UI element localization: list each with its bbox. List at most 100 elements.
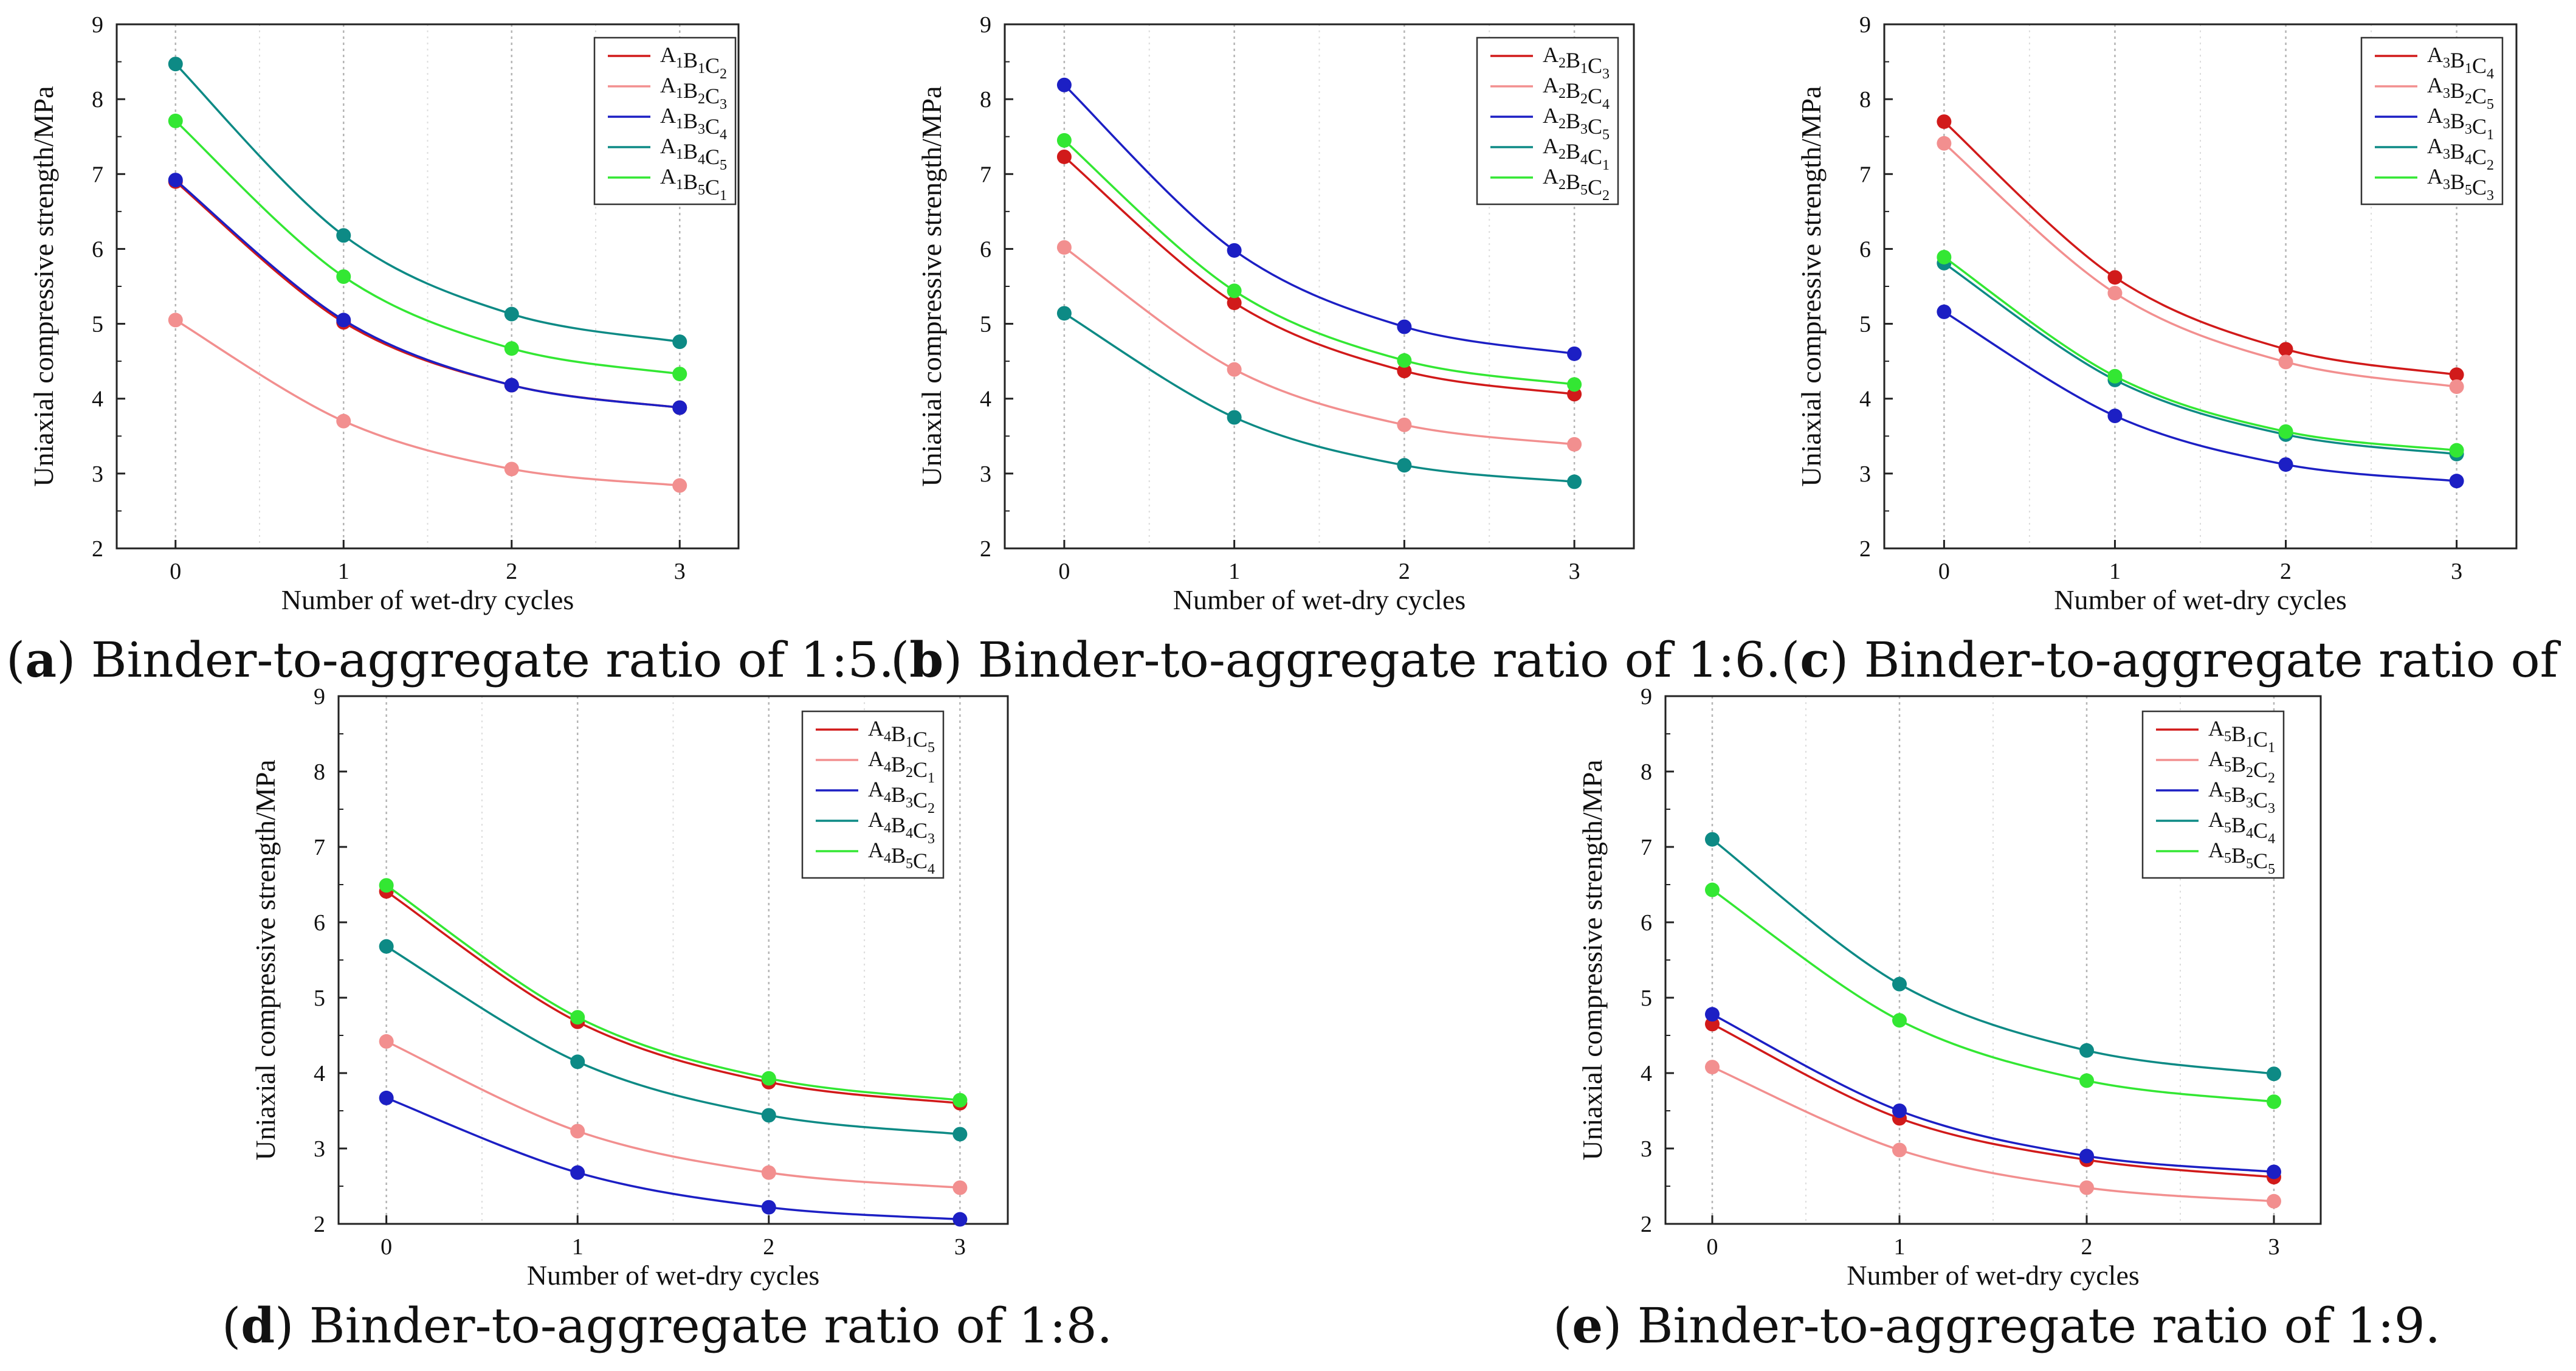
data-point-A1B4C5 xyxy=(504,306,519,322)
x-tick-label: 0 xyxy=(1938,559,1950,584)
data-point-A2B4C1 xyxy=(1056,306,1072,321)
data-point-A5B3C3 xyxy=(1892,1103,1907,1118)
chart-panel-d: 2 3 4 5 6 7 8 9 0 1 2 3 Number of wet-dry cycles Unia… xyxy=(250,684,1009,1291)
x-tick-label: 1 xyxy=(1894,1234,1906,1260)
series-line-A2B5C2 xyxy=(1063,139,1575,386)
series-line-A5B1C1 xyxy=(1712,1023,2275,1178)
data-point-A4B4C3 xyxy=(761,1108,776,1123)
data-point-A5B3C3 xyxy=(2267,1164,2281,1179)
y-tick-label: 9 xyxy=(980,12,991,38)
x-tick-label: 3 xyxy=(954,1234,966,1260)
x-tick-label: 1 xyxy=(338,559,350,584)
x-tick-label: 0 xyxy=(170,559,181,584)
data-point-A5B3C3 xyxy=(2079,1148,2094,1164)
series-line-A1B1C2 xyxy=(174,181,680,409)
data-point-A2B5C2 xyxy=(1227,283,1242,299)
caption-text: Binder-to-aggregate ratio of 1:5. xyxy=(91,632,894,688)
y-tick-label: 2 xyxy=(1859,536,1871,562)
y-tick-label: 4 xyxy=(314,1061,325,1086)
x-tick-label: 0 xyxy=(1707,1234,1718,1260)
y-tick-label: 7 xyxy=(1859,162,1871,187)
legend-label: A4B1C5 xyxy=(868,716,935,756)
data-point-A5B2C2 xyxy=(1705,1060,1720,1075)
caption-c: (c) Binder-to-aggregate ratio of 1:7. xyxy=(1781,635,2576,685)
data-point-A4B5C4 xyxy=(570,1010,585,1025)
series-line-A3B1C4 xyxy=(1943,120,2457,376)
data-point-A1B4C5 xyxy=(672,334,687,350)
data-point-A5B4C4 xyxy=(2079,1043,2094,1058)
legend-label: A3B2C5 xyxy=(2427,73,2494,112)
x-tick-label: 1 xyxy=(2109,559,2121,584)
data-point-A3B5C3 xyxy=(1937,249,1952,264)
series-line-A4B1C5 xyxy=(385,890,960,1105)
data-point-A1B5C1 xyxy=(336,269,351,284)
y-tick-label: 4 xyxy=(980,387,991,412)
data-point-A2B1C3 xyxy=(1227,295,1242,311)
x-tick-label: 2 xyxy=(763,1234,774,1260)
data-point-A5B2C2 xyxy=(2079,1180,2094,1195)
series-line-A5B5C5 xyxy=(1711,889,2275,1103)
caption-letter: b xyxy=(909,631,944,688)
data-point-A1B2C3 xyxy=(672,478,687,493)
y-tick-label: 6 xyxy=(980,237,991,262)
data-point-A1B3C4 xyxy=(336,313,351,328)
data-point-A4B3C2 xyxy=(952,1212,968,1227)
data-point-A1B3C4 xyxy=(504,378,519,393)
y-tick-label: 9 xyxy=(1859,12,1871,38)
data-point-A3B3C1 xyxy=(2278,457,2293,472)
data-point-A5B5C5 xyxy=(2079,1073,2094,1088)
caption-letter: d xyxy=(241,1297,275,1354)
y-tick-label: 9 xyxy=(92,12,103,38)
data-point-A3B2C5 xyxy=(1937,136,1952,151)
x-tick-label: 3 xyxy=(674,559,686,584)
legend-label: A2B4C1 xyxy=(1543,134,1610,173)
caption-d: (d) Binder-to-aggregate ratio of 1:8. xyxy=(222,1297,1113,1354)
series-line-A5B3C3 xyxy=(1712,1013,2275,1173)
data-point-A1B2C3 xyxy=(336,413,351,429)
legend-label: A4B5C4 xyxy=(868,838,935,877)
data-point-A3B5C3 xyxy=(2449,443,2464,458)
y-tick-label: 5 xyxy=(980,312,991,337)
data-point-A1B3C4 xyxy=(672,400,687,415)
y-tick-label: 3 xyxy=(92,461,103,487)
series-line-A5B2C2 xyxy=(1712,1066,2275,1203)
x-tick-label: 2 xyxy=(506,559,517,584)
data-point-A2B4C1 xyxy=(1397,458,1412,473)
x-tick-label: 0 xyxy=(381,1234,392,1260)
y-tick-label: 5 xyxy=(1641,986,1652,1011)
data-point-A2B2C4 xyxy=(1397,417,1412,432)
data-point-A5B4C4 xyxy=(1892,976,1907,992)
y-tick-label: 4 xyxy=(92,387,103,412)
y-axis-label: Uniaxial compressive strength/MPa xyxy=(1577,759,1608,1160)
data-point-A5B4C4 xyxy=(2267,1066,2281,1082)
x-axis-label: Number of wet-dry cycles xyxy=(1847,1260,2140,1291)
data-point-A3B2C5 xyxy=(2449,379,2464,395)
data-point-A5B5C5 xyxy=(1705,882,1720,897)
data-point-A1B2C3 xyxy=(504,461,519,477)
legend-label: A3B1C4 xyxy=(2427,43,2494,82)
x-tick-label: 1 xyxy=(572,1234,584,1260)
data-point-A2B2C4 xyxy=(1567,437,1582,452)
legend-label: A2B3C5 xyxy=(1543,103,1610,143)
y-tick-label: 8 xyxy=(92,87,103,112)
y-tick-label: 5 xyxy=(314,986,325,1011)
series-line-A2B2C4 xyxy=(1063,246,1575,446)
data-point-A3B3C1 xyxy=(2449,474,2464,489)
data-point-A2B1C3 xyxy=(1056,149,1072,164)
y-tick-label: 9 xyxy=(1641,684,1652,710)
legend-label: A5B5C5 xyxy=(2208,838,2275,877)
legend-label: A1B1C2 xyxy=(660,43,727,82)
data-point-A1B5C1 xyxy=(168,113,183,128)
data-point-A2B4C1 xyxy=(1227,410,1242,425)
caption-text: Binder-to-aggregate ratio of 1:6. xyxy=(977,632,1782,688)
y-tick-label: 3 xyxy=(1859,461,1871,487)
data-point-A5B4C4 xyxy=(1705,832,1720,847)
data-point-A4B3C2 xyxy=(379,1090,394,1105)
caption-text: Binder-to-aggregate ratio of 1:8. xyxy=(309,1297,1113,1354)
legend-label: A3B3C1 xyxy=(2427,103,2494,143)
data-point-A4B5C4 xyxy=(952,1093,968,1108)
y-tick-label: 2 xyxy=(980,536,991,562)
